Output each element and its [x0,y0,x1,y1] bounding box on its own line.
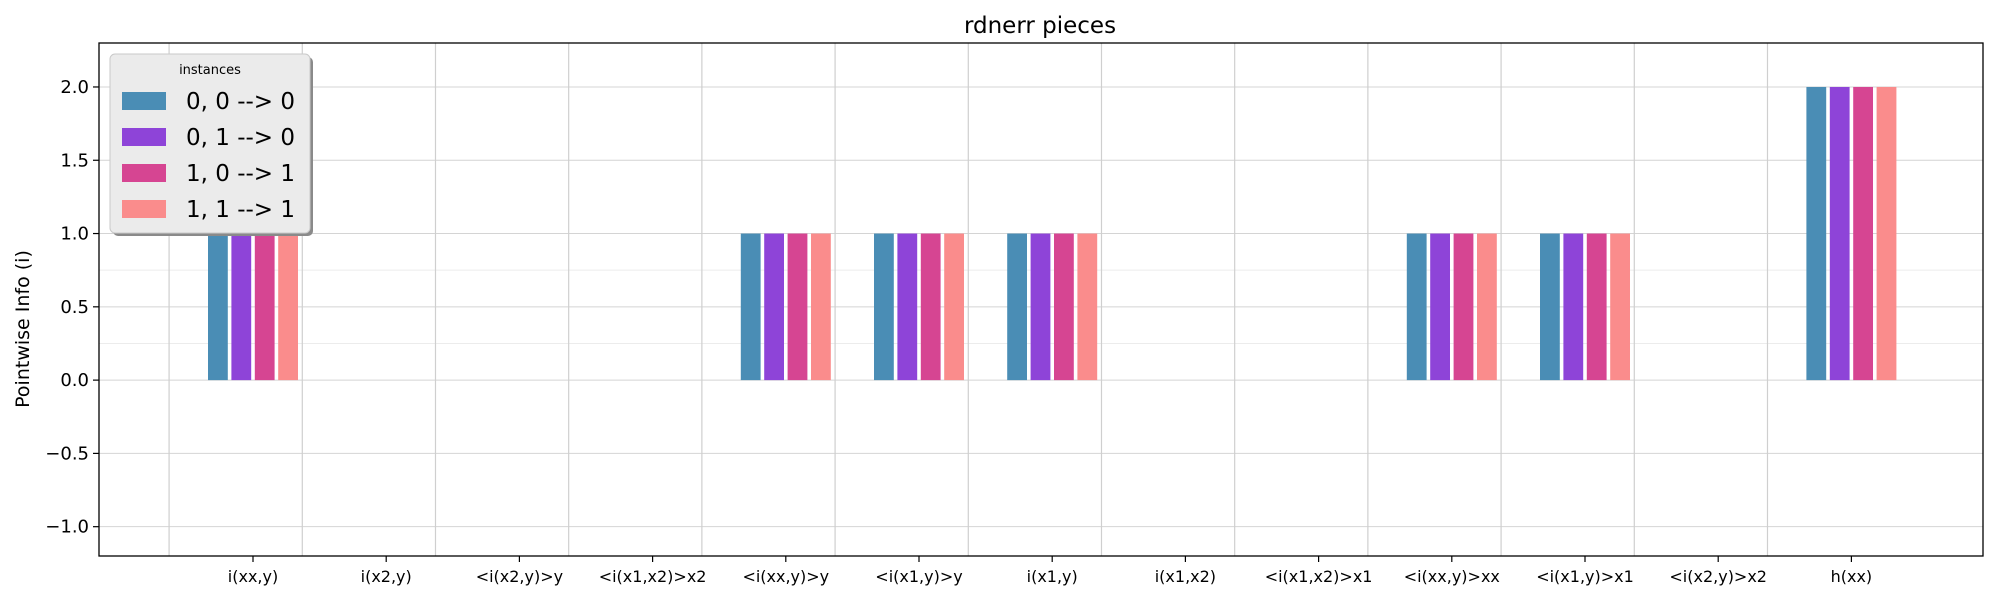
bar [278,233,298,381]
y-tick-label: −1.0 [45,517,89,538]
bar [1829,86,1850,381]
bar [1453,233,1474,381]
x-tick-label: <i(x2,y)>y [476,567,563,586]
bar [1477,233,1497,381]
x-tick-label: <i(x2,y)>x2 [1669,567,1767,586]
bar [1563,233,1584,381]
bar [1586,233,1607,381]
bar [920,233,941,381]
y-tick-label: 1.0 [60,224,89,245]
legend-swatch [122,92,166,110]
bar [1030,233,1051,381]
legend-swatch [122,128,166,146]
legend-label: 1, 0 --> 1 [186,161,295,187]
ticks-layer: −1.0 −0.5 0.0 0.5 1.0 1.5 2.0 i(xx,y) i(x2,y) <i(… [45,77,1872,586]
bar [1806,86,1827,381]
legend: instances 0, 0 --> 0 0, 1 --> 0 1, 0 --> 1 1… [109,53,313,236]
bar [1430,233,1450,381]
bar [1007,233,1027,381]
bar [1610,233,1630,381]
bar [208,233,228,381]
bar [874,233,894,381]
bar [231,233,252,381]
x-tick-label: i(x2,y) [361,567,412,586]
y-tick-label: 2.0 [60,77,89,98]
x-tick-label: <i(xx,y)>xx [1404,567,1500,586]
bar [1876,86,1897,381]
legend-swatch [122,164,166,182]
y-tick-label: 0.5 [60,297,89,318]
y-tick-label: 1.5 [60,150,89,171]
x-tick-label: i(x1,x2) [1155,567,1216,586]
bars-layer [208,86,1897,381]
bar [811,233,831,381]
x-tick-label: <i(x1,y)>x1 [1536,567,1634,586]
y-axis-label: Pointwise Info (i) [12,250,34,408]
legend-label: 0, 0 --> 0 [186,89,295,115]
legend-title: instances [179,63,241,78]
x-tick-label: <i(xx,y)>y [742,567,829,586]
bar [1077,233,1098,381]
chart-title: rdnerr pieces [964,13,1116,39]
x-tick-label: h(xx) [1831,567,1873,586]
bar [254,233,275,381]
bar [1406,233,1427,381]
legend-label: 1, 1 --> 1 [186,197,295,223]
bar [944,233,964,381]
x-tick-label: i(x1,y) [1027,567,1078,586]
bar [764,233,784,381]
bar [897,233,918,381]
bar [1540,233,1560,381]
y-tick-label: 0.0 [60,370,89,391]
bar [740,233,761,381]
bar [1054,233,1074,381]
plot-frame [98,42,1984,557]
legend-label: 0, 1 --> 0 [186,125,295,151]
bar [787,233,808,381]
x-tick-label: <i(x1,x2)>x2 [599,567,707,586]
x-tick-label: <i(x1,x2)>x1 [1265,567,1373,586]
x-tick-label: <i(x1,y)>y [875,567,962,586]
x-tick-label: i(xx,y) [228,567,278,586]
bar [1853,86,1873,381]
y-tick-label: −0.5 [45,443,89,464]
legend-swatch [122,200,166,218]
